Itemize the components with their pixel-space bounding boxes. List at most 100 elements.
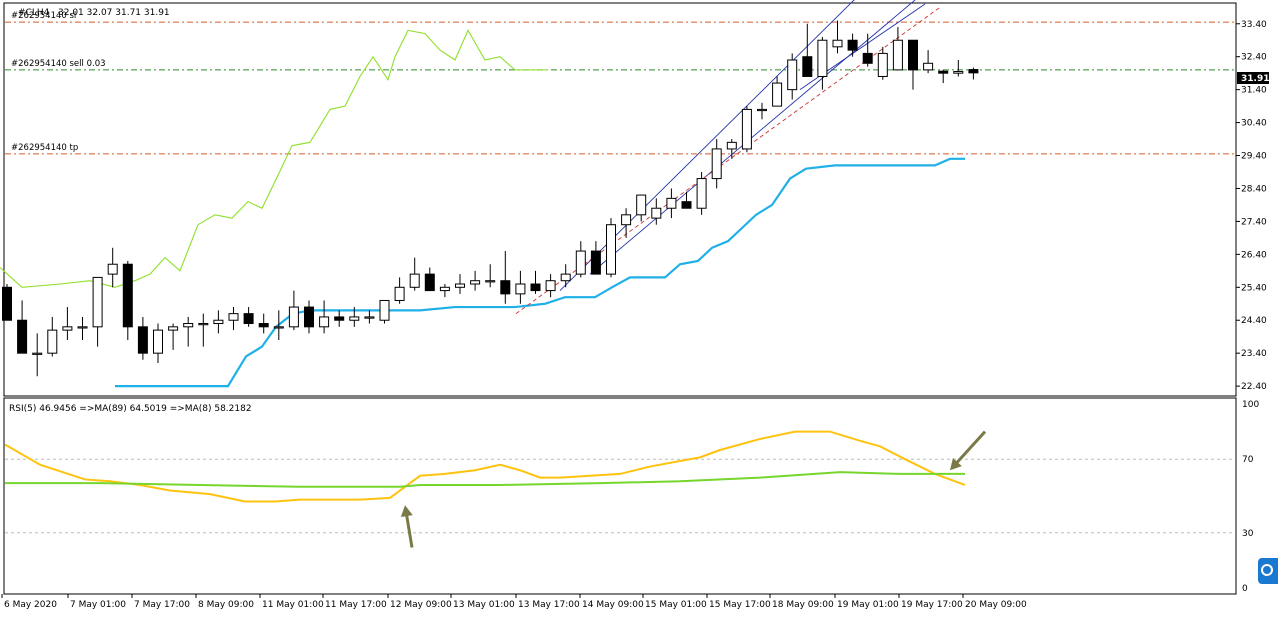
price-tick-label: 28.40 <box>1241 184 1267 194</box>
candle-body <box>107 263 118 275</box>
candle-body <box>847 39 858 51</box>
candle-body <box>379 299 390 321</box>
time-tick-label: 18 May 09:00 <box>772 600 834 610</box>
candle-body <box>77 326 88 329</box>
annotation-arrow-head <box>400 505 413 518</box>
candle-body <box>62 326 73 331</box>
candle <box>530 270 541 294</box>
candle <box>575 241 586 278</box>
candle-body <box>908 39 918 71</box>
rsi-series-line <box>4 430 966 503</box>
candle-body <box>772 82 783 107</box>
remote-support-icon[interactable] <box>1258 558 1278 584</box>
candle-body <box>666 197 677 209</box>
candle-body <box>606 224 616 275</box>
candle-body <box>651 207 662 219</box>
candle-body <box>470 280 481 285</box>
candle-body <box>409 273 420 288</box>
candle <box>168 323 179 350</box>
candle-body <box>862 52 873 64</box>
price-tick-label: 25.40 <box>1241 283 1267 293</box>
candle-body <box>273 326 284 329</box>
price-tick-label: 30.40 <box>1241 119 1267 129</box>
candle <box>137 316 148 360</box>
candle <box>817 36 828 90</box>
price-panel-frame <box>3 2 1237 397</box>
candle <box>47 316 58 357</box>
rsi-tick-label: 30 <box>1242 529 1254 539</box>
trend-line <box>589 0 916 275</box>
candle-body <box>515 283 526 295</box>
candle <box>455 274 465 294</box>
candle <box>304 300 314 334</box>
candle-body <box>153 329 163 354</box>
candle <box>77 316 88 340</box>
candle <box>470 270 481 291</box>
candle <box>92 276 103 347</box>
candle <box>726 139 737 159</box>
candle <box>258 313 269 334</box>
candle <box>183 316 194 347</box>
candle-body <box>877 52 888 77</box>
current-price-label: 31.91 <box>1241 74 1269 84</box>
candle <box>681 191 692 209</box>
candle <box>621 208 632 238</box>
candle <box>349 307 360 327</box>
candle <box>787 53 798 100</box>
time-tick-label: 15 May 01:00 <box>645 600 707 610</box>
candle-body <box>455 283 465 288</box>
candle <box>17 300 28 354</box>
trade-level-label: #262954140 sell 0.03 <box>11 59 106 69</box>
candle-body <box>575 250 586 275</box>
candle-body <box>681 201 692 209</box>
candle <box>832 20 843 54</box>
candle-body <box>32 352 43 355</box>
candle <box>908 39 918 90</box>
candle <box>364 310 375 324</box>
time-tick-label: 19 May 01:00 <box>837 600 899 610</box>
candle <box>938 69 949 84</box>
time-tick-label: 8 May 09:00 <box>198 600 254 610</box>
candle <box>288 290 299 331</box>
candle <box>122 260 133 340</box>
candle-body <box>560 273 571 282</box>
candle-body <box>938 70 949 74</box>
price-tick-label: 29.40 <box>1241 152 1267 162</box>
time-tick-label: 11 May 01:00 <box>262 600 324 610</box>
candle <box>424 267 435 292</box>
chart-header-ohlc: 32.01 32.07 31.71 31.91 <box>58 8 170 18</box>
candle-body <box>439 286 450 292</box>
price-tick-label: 22.40 <box>1241 382 1267 392</box>
candle <box>636 194 647 222</box>
price-tick-label: 23.40 <box>1241 349 1267 359</box>
candle <box>32 333 43 377</box>
candle <box>515 270 526 304</box>
time-tick-label: 13 May 17:00 <box>518 600 580 610</box>
candle-body <box>892 39 903 71</box>
trend-line <box>559 0 855 291</box>
candle <box>696 172 707 215</box>
rsi-tick-label: 100 <box>1242 400 1259 410</box>
candle <box>2 284 12 321</box>
candle <box>379 299 390 324</box>
candle <box>545 274 556 298</box>
rsi-series-line <box>5 471 965 488</box>
candle <box>334 310 345 327</box>
candle <box>968 67 979 80</box>
candle <box>892 27 903 71</box>
time-tick-label: 7 May 01:00 <box>70 600 126 610</box>
price-tick-label: 31.40 <box>1241 86 1267 96</box>
candle-body <box>500 280 511 295</box>
price-tick-label: 27.40 <box>1241 217 1267 227</box>
chart-header-symbol: #CLH4 <box>18 8 50 18</box>
time-tick-label: 19 May 17:00 <box>901 600 963 610</box>
candle <box>560 264 571 288</box>
band-upper-line <box>0 29 548 288</box>
candle <box>651 198 662 225</box>
candle-body <box>817 39 828 77</box>
time-tick-label: 7 May 17:00 <box>134 600 190 610</box>
price-tick-label: 24.40 <box>1241 316 1267 326</box>
rsi-panel-frame <box>3 397 1237 595</box>
